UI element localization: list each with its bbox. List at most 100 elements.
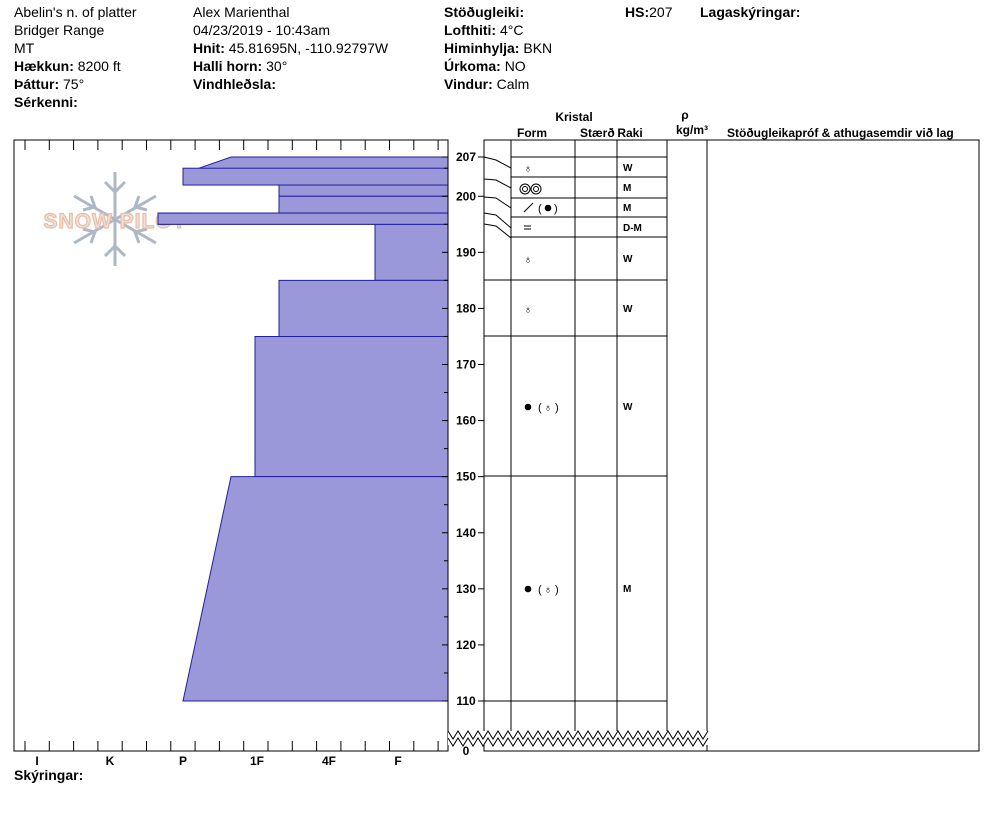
melt-freeze-icon — [544, 204, 552, 212]
profile-layer-bar — [374, 223, 449, 281]
profile-layer-bar — [278, 195, 449, 214]
depth-tick-label: 110 — [456, 694, 476, 708]
depth-tick-label: 150 — [456, 470, 476, 484]
svg-text:(: ( — [538, 584, 542, 596]
state-name: MT — [14, 40, 35, 56]
layer-row-3-form: ( ) — [523, 202, 558, 215]
depth-tick-label: 170 — [456, 358, 476, 372]
slope-label: Halli horn: — [193, 58, 263, 74]
svg-text:): ) — [555, 402, 559, 414]
air-temp-value: 4°C — [499, 22, 524, 38]
profile-layer-bar — [182, 476, 449, 702]
moisture-heading: Raki — [617, 126, 642, 140]
profile-layer-bar — [182, 167, 449, 186]
hardness-label: F — [394, 754, 401, 768]
depth-tick-label: 180 — [456, 301, 476, 315]
density-unit: kg/m³ — [676, 123, 708, 137]
depth-tick-label: 190 — [456, 245, 476, 259]
slope-value: 30° — [266, 58, 288, 74]
layer-table: ♁ ( ) ♁ ♁ ( ♁ ) ( ♁ — [483, 139, 980, 752]
snowflake-icon — [73, 172, 157, 266]
features-label: Sérkenni: — [14, 94, 78, 110]
depth-tick-label: 160 — [456, 414, 476, 428]
layer-row-7-moisture: W — [623, 402, 633, 413]
hardness-profile — [157, 156, 449, 702]
slope-field: Halli horn: 30° — [193, 57, 287, 75]
stability-tests-heading: Stöðugleikapróf & athugasemdir við lag — [727, 126, 954, 140]
melt-freeze-icon — [524, 403, 532, 411]
melt-freeze-icon — [524, 585, 532, 593]
sky-label: Himinhylja: — [444, 40, 520, 56]
depth-tick-label: 0 — [463, 744, 470, 758]
observer-name: Alex Marienthal — [193, 4, 290, 20]
observation-datetime: 04/23/2019 - 10:43am — [193, 22, 330, 38]
depth-tick-label: 120 — [456, 638, 476, 652]
table-row-lines — [484, 156, 667, 702]
depth-tick-label: 207 — [456, 150, 476, 164]
layer-row-4-moisture: D-M — [623, 223, 642, 234]
legend-label: Skýringar: — [14, 767, 84, 783]
stability-field: Stöðugleiki: — [444, 3, 524, 21]
wind-label: Vindur: — [444, 76, 493, 92]
coords-field: Hnit: 45.81695N, -110.92797W — [193, 39, 388, 57]
wind-field: Vindur: Calm — [444, 75, 529, 93]
legend-field: Skýringar: — [14, 766, 83, 784]
layer-row-8-form: ( ♁ ) — [524, 584, 559, 596]
precip-label: Úrkoma: — [444, 58, 501, 74]
hardness-label: 4F — [322, 754, 336, 768]
precip-field: Úrkoma: NO — [444, 57, 526, 75]
elevation-label: Hækkun: — [14, 58, 74, 74]
rounding-faceted-icon: ♁ — [524, 254, 532, 266]
form-heading: Form — [517, 126, 547, 140]
wind-value: Calm — [496, 76, 530, 92]
layer-row-7-form: ( ♁ ) — [524, 402, 559, 414]
profile-layer-bar — [254, 335, 449, 478]
hardness-label: I — [35, 754, 38, 768]
svg-text:): ) — [554, 203, 558, 215]
layer-notes-label: Lagaskýringar: — [700, 4, 801, 20]
wind-loading-label: Vindhleðsla: — [193, 76, 276, 92]
layer-row-8-moisture: M — [623, 584, 631, 595]
depth-tick-label: 200 — [456, 189, 476, 203]
layer-row-2-moisture: M — [623, 183, 631, 194]
aspect-value: 75° — [63, 76, 85, 92]
rounding-faceted-icon: ♁ — [524, 163, 532, 175]
air-temp-label: Lofthiti: — [444, 22, 497, 38]
layer-row-1-form: ♁ — [524, 163, 532, 175]
ice-crust-icon — [523, 202, 534, 213]
hardness-bottom-ticks — [24, 741, 439, 751]
layer-notes-field: Lagaskýringar: — [700, 3, 800, 21]
depth-tick-label: 130 — [456, 582, 476, 596]
layer-row-1-moisture: W — [623, 163, 633, 174]
scale-break — [447, 730, 709, 747]
profile-layer-bar — [157, 212, 449, 225]
hs-label: HS: — [625, 4, 650, 20]
rounding-faceted-icon: ♁ — [524, 304, 532, 316]
svg-text:(: ( — [538, 203, 542, 215]
stability-label: Stöðugleiki: — [444, 4, 525, 20]
hs-field: HS:207 — [625, 3, 672, 21]
rounding-faceted-icon: ♁ — [544, 584, 552, 596]
hardness-label: P — [179, 754, 187, 768]
aspect-field: Þáttur: 75° — [14, 75, 84, 93]
coords-label: Hnit: — [193, 40, 225, 56]
svg-text:): ) — [555, 584, 559, 596]
depth-connectors — [483, 156, 512, 239]
melt-freeze-clusters-icon — [530, 183, 542, 195]
elevation-field: Hækkun: 8200 ft — [14, 57, 121, 75]
hs-value: 207 — [649, 4, 673, 20]
location-name: Abelin's n. of platter — [14, 4, 137, 20]
precip-value: NO — [504, 58, 526, 74]
size-heading: Stærð — [580, 126, 615, 140]
layer-row-6-moisture: W — [623, 304, 633, 315]
coords-value: 45.81695N, -110.92797W — [228, 40, 389, 56]
layer-row-4-form — [524, 225, 531, 230]
sky-field: Himinhylja: BKN — [444, 39, 552, 57]
hardness-label: K — [106, 754, 115, 768]
svg-text:(: ( — [538, 402, 542, 414]
wind-loading-field: Vindhleðsla: — [193, 75, 276, 93]
layer-row-5-moisture: W — [623, 254, 633, 265]
depth-scale: 207 200 190 180 170 160 150 140 130 120 110 0 — [442, 150, 484, 758]
aspect-label: Þáttur: — [14, 76, 60, 92]
